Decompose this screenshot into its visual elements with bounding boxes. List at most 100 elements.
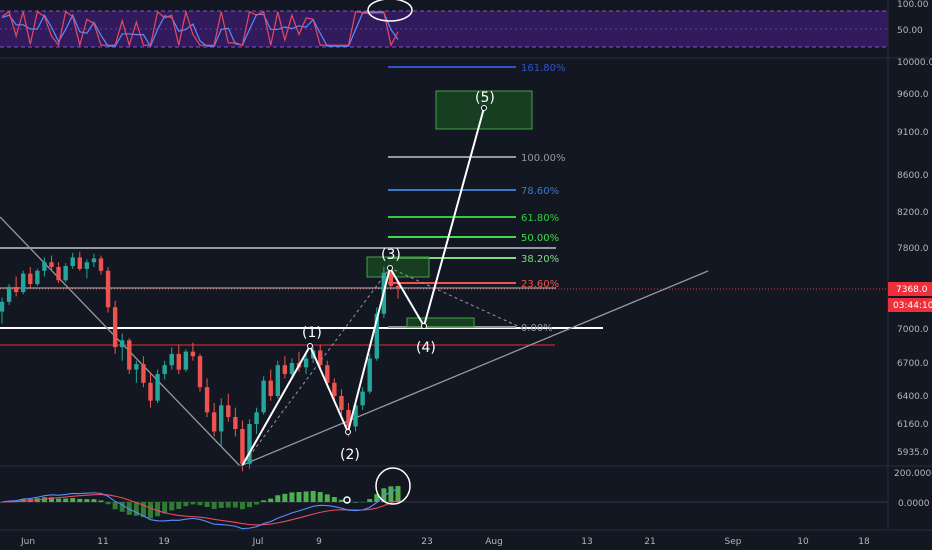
macd-bar: [239, 502, 245, 510]
candle-body: [360, 391, 365, 406]
wave-label-2: (2): [340, 447, 360, 463]
candle-body: [332, 382, 337, 396]
rsi-band: [0, 11, 888, 47]
candle-body: [35, 270, 40, 285]
fib-extension: 161.80% 100.00% 78.60% 61.80% 50.00% 38.20% 23…: [388, 63, 566, 334]
fib-label: 61.80%: [521, 213, 559, 224]
candle-body: [346, 410, 351, 427]
candle-body: [275, 365, 280, 396]
macd-bar: [360, 502, 366, 503]
candle-body: [162, 365, 167, 374]
macd-bar: [289, 492, 295, 502]
time-tick: Jul: [252, 537, 264, 547]
wave-label-5: (5): [475, 90, 495, 106]
macd-bar: [155, 502, 161, 517]
candle-body: [254, 412, 259, 424]
macd-bar: [162, 502, 168, 514]
candle-body: [219, 405, 224, 432]
fib-label: 38.20%: [521, 254, 559, 265]
macd-bar: [84, 499, 90, 502]
candle-body: [183, 351, 189, 370]
time-tick: 11: [97, 537, 108, 547]
macd-bar: [56, 498, 62, 502]
macd-bar: [275, 495, 281, 502]
countdown-tag: [888, 298, 932, 312]
macd-bar: [133, 502, 139, 516]
price-tick: 8200.0: [897, 208, 929, 218]
time-axis: Jun 11 19 Jul 9 23 Aug 13 21 Sep 10 18: [0, 529, 932, 547]
macd-bar: [211, 502, 217, 509]
candle-body: [42, 262, 47, 271]
macd-bar: [268, 498, 274, 502]
current-price-label: 7368.0: [896, 285, 928, 295]
macd-bar: [303, 491, 309, 502]
time-tick: Aug: [485, 537, 503, 547]
macd-cross-marker: [343, 496, 351, 504]
candle-body: [13, 286, 19, 293]
countdown-label: 03:44:10: [893, 301, 932, 311]
wave-label-1: (1): [302, 325, 322, 341]
candle-body: [21, 273, 26, 293]
target-box-wave3: [366, 256, 430, 278]
wave-label-4: (4): [416, 340, 436, 356]
candle-body: [325, 365, 330, 383]
macd-bar: [204, 502, 210, 507]
fib-label: 50.00%: [521, 233, 559, 244]
candle-body: [211, 412, 217, 432]
price-tick: 6700.0: [897, 359, 929, 369]
macd-bar: [324, 494, 330, 502]
macd-bar: [261, 500, 267, 502]
candle-body: [339, 396, 344, 410]
price-tick: 6160.0: [897, 420, 929, 430]
candle-body: [240, 428, 245, 464]
candle-body: [141, 364, 146, 383]
rsi-highlight-circle: [367, 0, 413, 22]
candle-body: [84, 262, 90, 269]
candle-body: [367, 358, 372, 392]
macd-bar: [91, 499, 97, 502]
candle-body: [261, 380, 266, 413]
candle-body: [127, 340, 132, 370]
elliott-wave-path: [241, 107, 485, 467]
macd-bar: [183, 502, 189, 507]
macd-bar: [98, 500, 104, 502]
candle-body: [91, 258, 97, 263]
fib-label: 0.00%: [521, 323, 553, 334]
price-axis: 100.00 50.00 10000.0 9600.0 9100.0 8600.0 82…: [887, 0, 932, 530]
price-tick: 9100.0: [897, 128, 929, 138]
candle-body: [63, 266, 68, 281]
macd-bar: [381, 488, 387, 502]
price-tick: 5935.0: [897, 448, 929, 458]
price-tick: 7000.0: [897, 325, 929, 335]
rsi-tick-50: 50.00: [897, 26, 923, 36]
candle-body: [247, 424, 252, 464]
macd-line: [1, 488, 399, 530]
time-tick: 23: [421, 537, 432, 547]
wave-point-1: [307, 343, 313, 349]
macd-bar: [353, 502, 359, 503]
macd-bar: [169, 502, 175, 511]
macd-bar: [218, 502, 224, 508]
macd-bar: [282, 493, 288, 502]
time-tick: 21: [644, 537, 655, 547]
time-tick: 10: [797, 537, 809, 547]
candle-body: [148, 382, 153, 401]
fib-label: 78.60%: [521, 186, 559, 197]
rsi-tick-100: 100.00: [897, 0, 929, 10]
candle-body: [282, 365, 288, 374]
current-price-tag: [888, 282, 932, 296]
rsi-slow-line: [1, 12, 399, 48]
candle-body: [303, 358, 309, 368]
price-tick: 8600.0: [897, 171, 929, 181]
candle-body: [169, 353, 174, 366]
wave-label-3: (3): [381, 247, 401, 263]
macd-tick-200: 200.0000: [894, 469, 932, 479]
candle-body: [6, 286, 12, 302]
candle-body: [233, 417, 238, 429]
macd-tick-0: 0.0000: [898, 499, 930, 509]
macd-bar: [310, 490, 316, 502]
time-tick: 9: [316, 537, 322, 547]
fib-label: 161.80%: [521, 63, 566, 74]
